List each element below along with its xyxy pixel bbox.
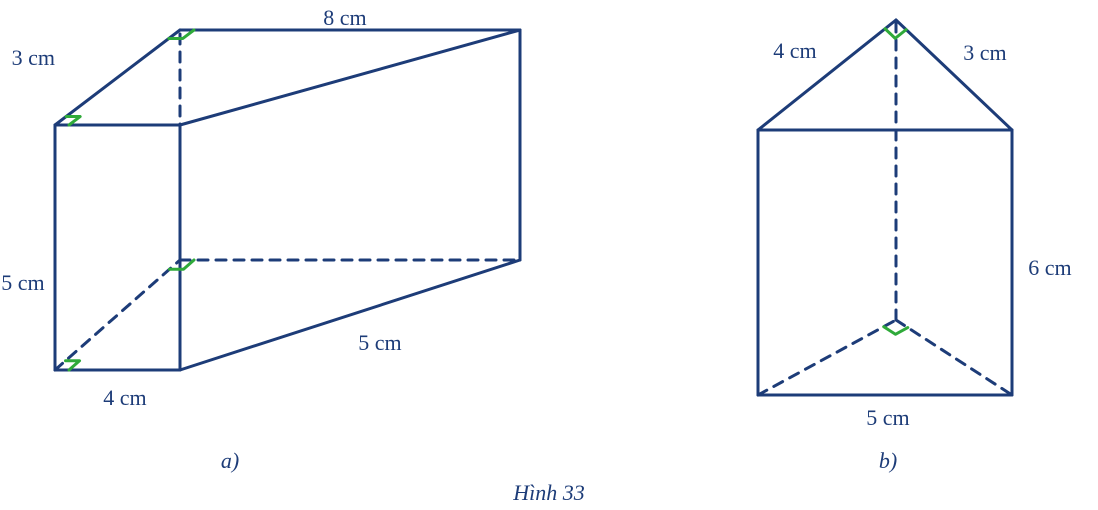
svg-text:8 cm: 8 cm	[323, 5, 366, 30]
svg-text:a): a)	[221, 448, 239, 473]
svg-text:3 cm: 3 cm	[12, 45, 55, 70]
svg-text:3 cm: 3 cm	[963, 40, 1006, 65]
svg-text:6 cm: 6 cm	[1028, 255, 1071, 280]
svg-text:5 cm: 5 cm	[358, 330, 401, 355]
svg-text:b): b)	[879, 448, 897, 473]
svg-text:4 cm: 4 cm	[773, 38, 816, 63]
svg-text:5 cm: 5 cm	[866, 405, 909, 430]
svg-text:5 cm: 5 cm	[1, 270, 44, 295]
svg-text:4 cm: 4 cm	[103, 385, 146, 410]
svg-text:Hình 33: Hình 33	[512, 480, 585, 505]
